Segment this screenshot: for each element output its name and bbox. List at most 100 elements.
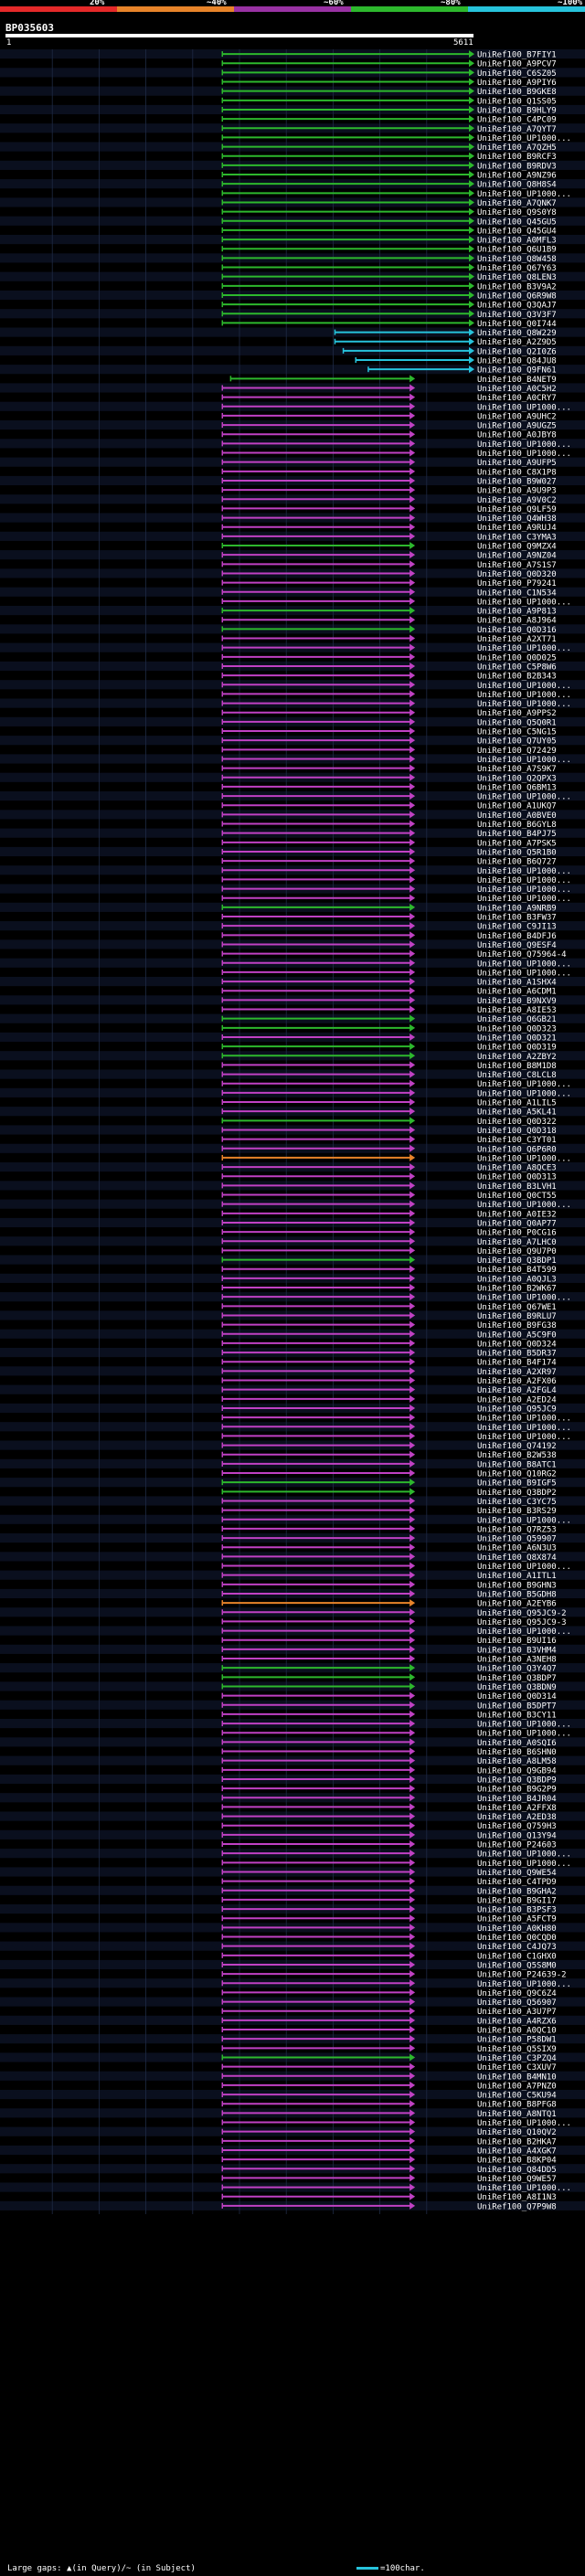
hit-label[interactable]: UniRef100_Q10QV2	[477, 2128, 557, 2137]
hit-label[interactable]: UniRef100_A2ED24	[477, 1395, 557, 1405]
hit-label[interactable]: UniRef100_B6SHN0	[477, 1748, 557, 1757]
hit-label[interactable]: UniRef100_Q3QAJ7	[477, 302, 557, 311]
hit-label[interactable]: UniRef100_UP1000...	[477, 793, 571, 802]
hit-label[interactable]: UniRef100_B6GYL8	[477, 821, 557, 830]
hit-label[interactable]: UniRef100_B9RCF3	[477, 153, 557, 162]
hit-label[interactable]: UniRef100_Q1SS05	[477, 97, 557, 106]
hit-label[interactable]: UniRef100_C9JI13	[477, 923, 557, 932]
hit-label[interactable]: UniRef100_B2B343	[477, 673, 557, 682]
hit-label[interactable]: UniRef100_C3YT01	[477, 1136, 557, 1145]
hit-label[interactable]: UniRef100_B9HLY9	[477, 106, 557, 115]
hit-label[interactable]: UniRef100_B3V9A2	[477, 282, 557, 292]
hit-label[interactable]: UniRef100_UP1000...	[477, 700, 571, 709]
hit-label[interactable]: UniRef100_A7PSK5	[477, 839, 557, 848]
hit-label[interactable]: UniRef100_UP1000...	[477, 440, 571, 450]
hit-label[interactable]: UniRef100_C3YC75	[477, 1498, 557, 1507]
hit-label[interactable]: UniRef100_UP1000...	[477, 190, 571, 199]
hit-label[interactable]: UniRef100_C1N534	[477, 588, 557, 598]
hit-label[interactable]: UniRef100_Q0D323	[477, 1024, 557, 1034]
hit-label[interactable]: UniRef100_Q2QPX3	[477, 774, 557, 783]
hit-label[interactable]: UniRef100_Q0D314	[477, 1692, 557, 1701]
hit-label[interactable]: UniRef100_A5KL41	[477, 1108, 557, 1118]
hit-label[interactable]: UniRef100_UP1000...	[477, 644, 571, 653]
hit-label[interactable]: UniRef100_Q7P9W8	[477, 2202, 557, 2211]
hit-label[interactable]: UniRef100_A8NTQ1	[477, 2110, 557, 2119]
hit-label[interactable]: UniRef100_Q67Y63	[477, 264, 557, 273]
hit-label[interactable]: UniRef100_A0KH80	[477, 1924, 557, 1934]
hit-label[interactable]: UniRef100_A2Z9D5	[477, 338, 557, 347]
hit-label[interactable]: UniRef100_A9NZ04	[477, 552, 557, 561]
hit-label[interactable]: UniRef100_C1GHX0	[477, 1952, 557, 1961]
hit-label[interactable]: UniRef100_UP1000...	[477, 885, 571, 895]
hit-label[interactable]: UniRef100_A2ZBY2	[477, 1053, 557, 1062]
hit-label[interactable]: UniRef100_Q0D320	[477, 570, 557, 579]
hit-label[interactable]: UniRef100_UP1000...	[477, 1627, 571, 1637]
hit-label[interactable]: UniRef100_P24639-2	[477, 1971, 567, 1980]
hit-label[interactable]: UniRef100_UP1000...	[477, 450, 571, 459]
hit-label[interactable]: UniRef100_A3NEH8	[477, 1656, 557, 1665]
hit-label[interactable]: UniRef100_Q3BDP1	[477, 1256, 557, 1266]
hit-label[interactable]: UniRef100_A2ED38	[477, 1813, 557, 1822]
hit-label[interactable]: UniRef100_Q0D322	[477, 1118, 557, 1127]
hit-label[interactable]: UniRef100_UP1000...	[477, 1730, 571, 1739]
hit-label[interactable]: UniRef100_A9UHC2	[477, 412, 557, 421]
hit-label[interactable]: UniRef100_C6SZ05	[477, 69, 557, 79]
hit-label[interactable]: UniRef100_UP1000...	[477, 598, 571, 607]
hit-label[interactable]: UniRef100_A7S9K7	[477, 765, 557, 774]
hit-label[interactable]: UniRef100_C5P8W6	[477, 663, 557, 672]
hit-label[interactable]: UniRef100_B2WK67	[477, 1285, 557, 1294]
hit-label[interactable]: UniRef100_B3PSF3	[477, 1906, 557, 1915]
hit-label[interactable]: UniRef100_UP1000...	[477, 867, 571, 876]
hit-label[interactable]: UniRef100_A1LIL5	[477, 1099, 557, 1108]
hit-label[interactable]: UniRef100_A8QCE3	[477, 1164, 557, 1173]
hit-label[interactable]: UniRef100_Q3BDN9	[477, 1683, 557, 1692]
hit-label[interactable]: UniRef100_A9PCV7	[477, 60, 557, 69]
hit-label[interactable]: UniRef100_Q6R9W8	[477, 292, 557, 301]
hit-label[interactable]: UniRef100_A2FGL4	[477, 1386, 557, 1395]
hit-label[interactable]: UniRef100_Q72429	[477, 747, 557, 756]
hit-label[interactable]: UniRef100_A0JBY8	[477, 431, 557, 440]
hit-label[interactable]: UniRef100_A4RZX6	[477, 2017, 557, 2026]
hit-label[interactable]: UniRef100_A9NRB9	[477, 904, 557, 913]
hit-label[interactable]: UniRef100_A8I1N3	[477, 2193, 557, 2202]
hit-label[interactable]: UniRef100_Q9LF59	[477, 505, 557, 514]
hit-label[interactable]: UniRef100_P24603	[477, 1841, 557, 1850]
hit-label[interactable]: UniRef100_B9W027	[477, 477, 557, 486]
hit-label[interactable]: UniRef100_UP1000...	[477, 1089, 571, 1098]
hit-label[interactable]: UniRef100_A7QNK7	[477, 199, 557, 208]
hit-label[interactable]: UniRef100_B4T599	[477, 1266, 557, 1275]
hit-label[interactable]: UniRef100_B9GHA2	[477, 1887, 557, 1896]
hit-label[interactable]: UniRef100_B9FG38	[477, 1321, 557, 1330]
hit-label[interactable]: UniRef100_B9GKE8	[477, 88, 557, 97]
hit-label[interactable]: UniRef100_Q9ESF4	[477, 941, 557, 950]
hit-label[interactable]: UniRef100_Q5Q0R1	[477, 718, 557, 727]
hit-label[interactable]: UniRef100_Q0D025	[477, 653, 557, 663]
hit-label[interactable]: UniRef100_A2XT71	[477, 635, 557, 644]
hit-label[interactable]: UniRef100_Q9GB94	[477, 1766, 557, 1776]
hit-label[interactable]: UniRef100_Q9WE57	[477, 2175, 557, 2184]
hit-label[interactable]: UniRef100_UP1000...	[477, 2184, 571, 2193]
hit-label[interactable]: UniRef100_Q6GB21	[477, 1015, 557, 1024]
hit-label[interactable]: UniRef100_C4TPD9	[477, 1878, 557, 1887]
hit-label[interactable]: UniRef100_UP1000...	[477, 1721, 571, 1730]
hit-label[interactable]: UniRef100_UP1000...	[477, 691, 571, 700]
hit-label[interactable]: UniRef100_B3LVH1	[477, 1182, 557, 1192]
hit-label[interactable]: UniRef100_P79241	[477, 579, 557, 588]
hit-label[interactable]: UniRef100_Q75964-4	[477, 950, 567, 959]
hit-label[interactable]: UniRef100_B9IGF5	[477, 1479, 557, 1489]
hit-label[interactable]: UniRef100_Q3BDP9	[477, 1776, 557, 1785]
hit-label[interactable]: UniRef100_Q45GU5	[477, 217, 557, 227]
hit-label[interactable]: UniRef100_UP1000...	[477, 1980, 571, 1989]
hit-label[interactable]: UniRef100_Q0AP77	[477, 1219, 557, 1228]
hit-label[interactable]: UniRef100_A4XGK7	[477, 2147, 557, 2156]
hit-label[interactable]: UniRef100_Q2I0Z6	[477, 347, 557, 356]
hit-label[interactable]: UniRef100_A6N3U3	[477, 1544, 557, 1553]
hit-label[interactable]: UniRef100_B8KP04	[477, 2157, 557, 2166]
hit-label[interactable]: UniRef100_Q5SIX9	[477, 2045, 557, 2054]
hit-label[interactable]: UniRef100_B4NET9	[477, 376, 557, 385]
hit-label[interactable]: UniRef100_Q8H8S4	[477, 181, 557, 190]
hit-label[interactable]: UniRef100_Q95JC9-3	[477, 1618, 567, 1627]
hit-label[interactable]: UniRef100_A9UFP5	[477, 459, 557, 468]
hit-label[interactable]: UniRef100_C5NG15	[477, 728, 557, 737]
hit-label[interactable]: UniRef100_UP1000...	[477, 876, 571, 885]
